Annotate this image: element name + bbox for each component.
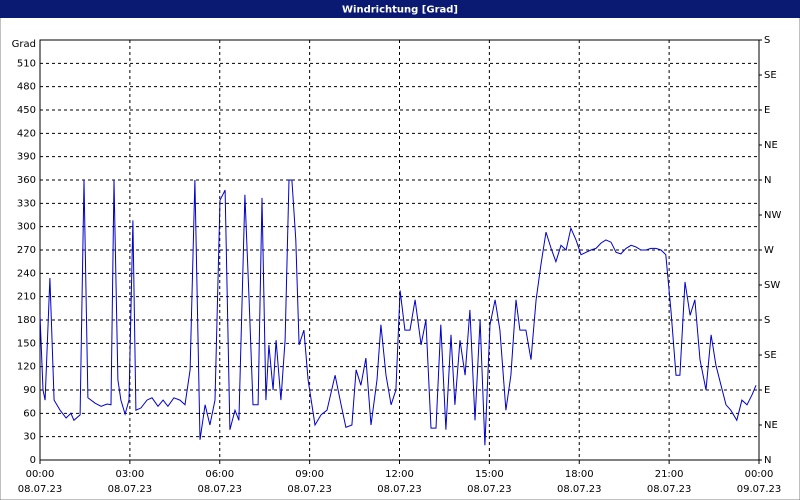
x-tick-label: 18:00: [565, 469, 594, 480]
y-tick-label: 210: [17, 292, 36, 303]
x-tick-date: 08.07.23: [18, 484, 63, 495]
y-tick-label: 90: [23, 385, 36, 396]
y-tick-label: 0: [30, 455, 36, 466]
x-tick-label: 06:00: [205, 469, 234, 480]
y-tick-label: 120: [17, 362, 36, 373]
plot-frame: [39, 39, 760, 461]
x-tick-label: 00:00: [745, 469, 774, 480]
x-tick-date: 08.07.23: [557, 484, 602, 495]
y2-tick-label: SE: [764, 70, 777, 81]
y-tick-label: 180: [17, 315, 36, 326]
y2-tick-label: NW: [764, 210, 781, 221]
y-tick-label: 480: [17, 82, 36, 93]
x-tick-date: 08.07.23: [287, 484, 332, 495]
y-tick-label: 150: [17, 338, 36, 349]
y-tick-label: 360: [17, 175, 36, 186]
x-tick-label: 03:00: [115, 469, 144, 480]
y2-tick-label: NE: [764, 420, 778, 431]
x-tick-date: 08.07.23: [108, 484, 153, 495]
y2-tick-label: N: [764, 455, 771, 466]
y-tick-label: 450: [17, 105, 36, 116]
y-tick-label: 240: [17, 268, 36, 279]
x-tick-label: 00:00: [26, 469, 55, 480]
x-tick-date: 08.07.23: [197, 484, 242, 495]
y-tick-label: 270: [17, 245, 36, 256]
x-tick-date: 09.07.23: [737, 484, 782, 495]
x-tick-date: 08.07.23: [467, 484, 512, 495]
y2-tick-label: E: [764, 105, 770, 116]
y2-tick-label: SW: [764, 280, 780, 291]
x-tick-label: 12:00: [385, 469, 414, 480]
y-tick-label: 390: [17, 152, 36, 163]
y2-tick-label: E: [764, 385, 770, 396]
title-bar: [0, 0, 800, 18]
y-tick-label: 60: [23, 408, 36, 419]
y2-tick-label: N: [764, 175, 771, 186]
data-line: [39, 179, 757, 446]
x-tick-label: 15:00: [475, 469, 504, 480]
y-axis-label: Grad: [12, 39, 36, 50]
x-tick-label: 09:00: [295, 469, 324, 480]
x-tick-date: 08.07.23: [377, 484, 422, 495]
y-tick-label: 510: [17, 58, 36, 69]
y-tick-label: 30: [23, 432, 36, 443]
chart-title: Windrichtung [Grad]: [342, 5, 458, 16]
y-tick-label: 420: [17, 128, 36, 139]
y2-tick-label: SE: [764, 350, 777, 361]
y-tick-label: 330: [17, 198, 36, 209]
y2-tick-label: W: [764, 245, 774, 256]
y2-tick-label: NE: [764, 140, 778, 151]
y2-tick-label: S: [764, 315, 770, 326]
x-tick-date: 08.07.23: [647, 484, 692, 495]
y-tick-label: 300: [17, 222, 36, 233]
y2-tick-label: S: [764, 35, 770, 46]
x-tick-label: 21:00: [655, 469, 684, 480]
